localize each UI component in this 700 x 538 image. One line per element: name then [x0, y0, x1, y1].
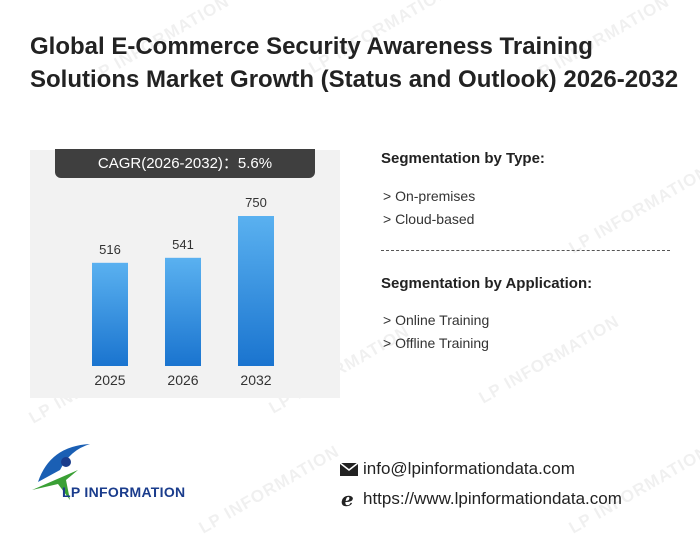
bar-2032 — [238, 216, 274, 366]
segmentation-type-heading: Segmentation by Type: — [381, 150, 545, 167]
watermark: LP INFORMATION — [195, 441, 343, 538]
bar-2026 — [165, 257, 201, 366]
browser-e-icon: e — [341, 489, 354, 509]
bar-value-label: 541 — [172, 237, 194, 252]
logo-text: LP INFORMATION — [62, 484, 186, 500]
x-tick-label: 2032 — [240, 372, 271, 388]
bar-2025 — [92, 262, 128, 366]
watermark: LP INFORMATION — [565, 161, 700, 258]
cagr-banner: CAGR(2026-2032)：5.6% — [55, 149, 315, 178]
svg-text:e: e — [341, 489, 354, 509]
segmentation-application-item: > Online Training — [383, 312, 490, 328]
bar-chart: 516 2025 541 2026 750 2032 — [92, 195, 274, 388]
segmentation-application-item: > Offline Training — [383, 335, 489, 351]
email-text[interactable]: info@lpinformationdata.com — [363, 459, 575, 478]
section-divider — [381, 250, 670, 251]
bar-value-label: 750 — [245, 195, 267, 210]
page-title: Global E-Commerce Security Awareness Tra… — [30, 33, 679, 93]
x-tick-label: 2025 — [94, 372, 125, 388]
email-contact[interactable]: info@lpinformationdata.com — [339, 459, 575, 479]
bar-value-label: 516 — [99, 242, 121, 257]
segmentation-type-item: > On-premises — [383, 188, 476, 204]
segmentation-application-heading: Segmentation by Application: — [381, 275, 593, 292]
website-text[interactable]: https://www.lpinformationdata.com — [363, 489, 622, 508]
watermark: LP INFORMATION — [475, 311, 623, 408]
lp-information-logo-icon — [32, 444, 90, 500]
x-tick-label: 2026 — [167, 372, 198, 388]
envelope-icon — [339, 462, 359, 476]
segmentation-type-item: > Cloud-based — [383, 211, 475, 227]
website-contact[interactable]: e https://www.lpinformationdata.com — [339, 489, 622, 509]
